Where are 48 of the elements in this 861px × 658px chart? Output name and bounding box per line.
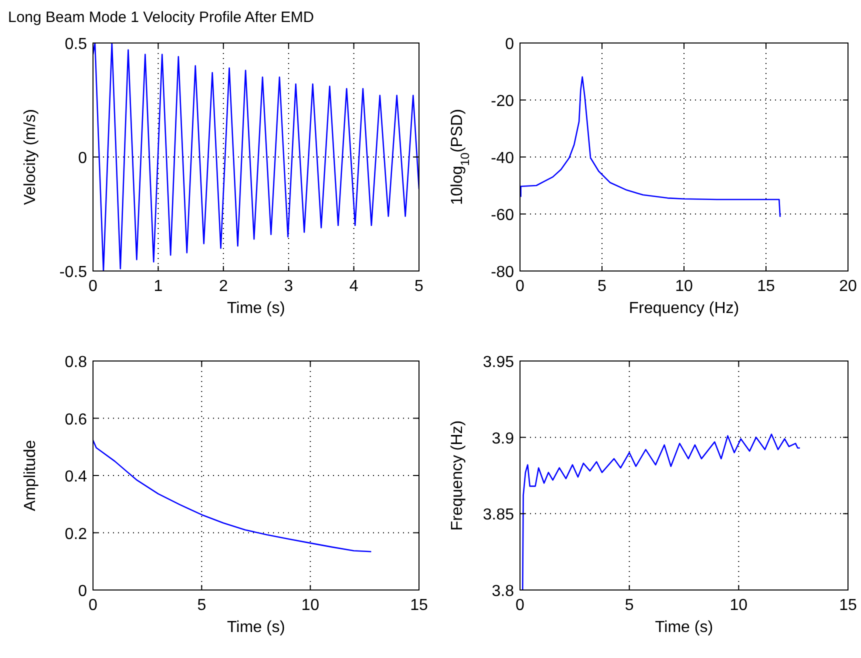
y-tick-label: -60 <box>490 207 514 224</box>
line-series <box>520 76 781 218</box>
y-tick-label: 3.8 <box>492 583 514 600</box>
y-tick-label: 3.9 <box>492 430 514 448</box>
y-tick-label: 0.8 <box>64 354 88 371</box>
x-tick-label: 15 <box>839 597 857 614</box>
x-tick-label: 15 <box>410 597 428 614</box>
x-tick-label: 1 <box>154 278 163 295</box>
x-tick-label: 5 <box>624 597 634 614</box>
x-tick-label: 10 <box>730 597 748 614</box>
y-tick-label: -80 <box>490 264 514 281</box>
y-tick-label: -0.5 <box>59 264 88 281</box>
y-tick-label: 3.95 <box>482 354 514 371</box>
chart-title: Long Beam Mode 1 Velocity Profile After EMD <box>8 9 314 26</box>
x-tick-label: 4 <box>349 278 358 295</box>
y-tick-label: 0.5 <box>64 36 88 53</box>
y-tick-label: 0.4 <box>64 468 88 486</box>
x-tick-label: 15 <box>757 278 775 295</box>
y-tick-label: -20 <box>490 93 514 110</box>
x-tick-label: 0 <box>516 597 525 614</box>
y-tick-label: -40 <box>490 150 514 167</box>
x-tick-label: 10 <box>301 597 320 614</box>
x-tick-label: 5 <box>197 597 206 614</box>
x-axis-title: Time (s) <box>226 619 286 636</box>
x-tick-label: 3 <box>284 278 294 295</box>
y-tick-label: 0 <box>78 583 88 600</box>
x-tick-label: 0 <box>88 597 98 614</box>
x-axis-title: Frequency (Hz) <box>628 300 740 317</box>
x-tick-label: 2 <box>218 278 228 295</box>
x-tick-label: 5 <box>414 278 424 295</box>
y-axis-title: Amplitude <box>22 440 39 512</box>
x-tick-label: 10 <box>675 278 693 295</box>
y-axis-title: Frequency (Hz) <box>449 420 466 531</box>
x-axis-title: Time (s) <box>226 300 286 317</box>
x-tick-label: 5 <box>598 278 607 295</box>
y-tick-label: 0.2 <box>64 526 88 543</box>
x-tick-label: 0 <box>516 278 525 295</box>
y-tick-label: 3.85 <box>482 506 514 524</box>
y-tick-label: 0.6 <box>64 411 88 428</box>
x-axis-title: Time (s) <box>654 619 714 636</box>
x-tick-label: 20 <box>839 278 857 295</box>
line-series <box>522 434 801 590</box>
y-tick-label: 0 <box>78 150 88 167</box>
line-series <box>93 43 419 271</box>
x-tick-label: 0 <box>88 278 98 295</box>
y-tick-label: 0 <box>505 36 514 53</box>
line-series <box>93 440 372 552</box>
y-axis-title: Velocity (m/s) <box>22 108 39 206</box>
